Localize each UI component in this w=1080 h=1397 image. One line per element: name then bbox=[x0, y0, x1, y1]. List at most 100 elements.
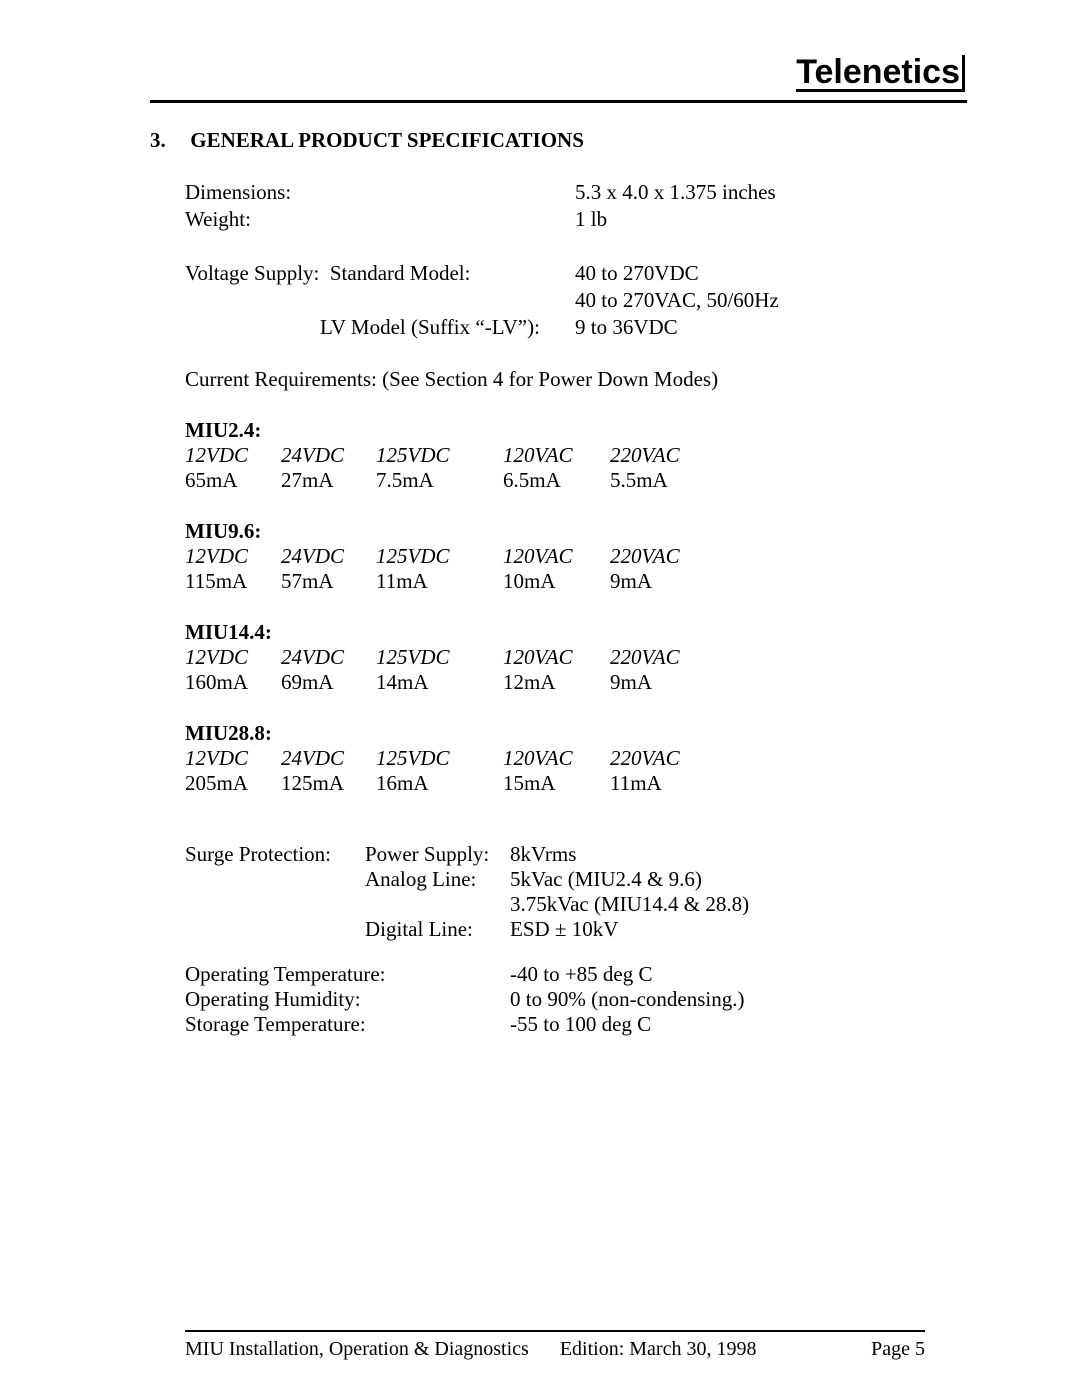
current-table-header-cell: 120VAC bbox=[503, 746, 610, 771]
current-table-value-row: 160mA69mA14mA12mA9mA bbox=[185, 670, 967, 695]
current-table-value-row: 65mA27mA7.5mA6.5mA5.5mA bbox=[185, 468, 967, 493]
current-table-header-cell: 125VDC bbox=[376, 443, 503, 468]
current-table-header-row: 12VDC24VDC125VDC120VAC220VAC bbox=[185, 544, 967, 569]
current-table-header-cell: 12VDC bbox=[185, 645, 281, 670]
surge-row-label: Analog Line: bbox=[365, 867, 510, 892]
current-table-header-cell: 24VDC bbox=[281, 443, 376, 468]
current-table-value-cell: 65mA bbox=[185, 468, 281, 493]
environment-value: -55 to 100 deg C bbox=[510, 1012, 967, 1037]
current-table-value-row: 115mA57mA11mA10mA9mA bbox=[185, 569, 967, 594]
footer-edition: Edition: March 30, 1998 bbox=[560, 1338, 757, 1361]
dimensions-value: 5.3 x 4.0 x 1.375 inches bbox=[575, 179, 967, 206]
current-table-header-row: 12VDC24VDC125VDC120VAC220VAC bbox=[185, 443, 967, 468]
environment-row: Storage Temperature:-55 to 100 deg C bbox=[185, 1012, 967, 1037]
current-table-value-cell: 205mA bbox=[185, 771, 281, 796]
current-table-value-cell: 6.5mA bbox=[503, 468, 610, 493]
surge-row-value: ESD ± 10kV bbox=[510, 917, 749, 942]
brand-logo: Telenetics bbox=[796, 55, 965, 92]
voltage-lv-value: 9 to 36VDC bbox=[575, 314, 967, 341]
surge-protection-row: Surge Protection: Power Supply:8kVrmsAna… bbox=[185, 842, 967, 942]
voltage-std-value-1: 40 to 270VDC bbox=[575, 260, 967, 287]
current-table-title: MIU2.4: bbox=[185, 418, 967, 443]
current-table-value-cell: 5.5mA bbox=[610, 468, 710, 493]
current-table-header-cell: 24VDC bbox=[281, 544, 376, 569]
current-table-header-cell: 12VDC bbox=[185, 544, 281, 569]
spec-voltage-std: Voltage Supply: Standard Model: 40 to 27… bbox=[185, 260, 967, 287]
section-number: 3. bbox=[150, 128, 185, 153]
surge-row: 3.75kVac (MIU14.4 & 28.8) bbox=[365, 892, 749, 917]
surge-row-value: 3.75kVac (MIU14.4 & 28.8) bbox=[510, 892, 749, 917]
surge-protection-label: Surge Protection: bbox=[185, 842, 365, 942]
environment-label: Operating Temperature: bbox=[185, 962, 510, 987]
environment-value: 0 to 90% (non-condensing.) bbox=[510, 987, 967, 1012]
current-table-value-cell: 11mA bbox=[376, 569, 503, 594]
current-table-value-cell: 11mA bbox=[610, 771, 710, 796]
surge-row: Power Supply:8kVrms bbox=[365, 842, 749, 867]
spec-weight: Weight: 1 lb bbox=[185, 206, 967, 233]
current-table-header-cell: 120VAC bbox=[503, 443, 610, 468]
current-table: MIU9.6:12VDC24VDC125VDC120VAC220VAC115mA… bbox=[185, 493, 967, 594]
footer-divider bbox=[185, 1330, 925, 1332]
header-divider bbox=[150, 100, 967, 103]
current-table-header-cell: 120VAC bbox=[503, 544, 610, 569]
current-table-title: MIU28.8: bbox=[185, 721, 967, 746]
current-table-header-cell: 220VAC bbox=[610, 645, 710, 670]
current-table-value-cell: 16mA bbox=[376, 771, 503, 796]
current-table-header-row: 12VDC24VDC125VDC120VAC220VAC bbox=[185, 645, 967, 670]
weight-value: 1 lb bbox=[575, 206, 967, 233]
current-table-value-row: 205mA125mA16mA15mA11mA bbox=[185, 771, 967, 796]
voltage-supply-label: Voltage Supply: bbox=[185, 261, 319, 285]
current-table-value-cell: 57mA bbox=[281, 569, 376, 594]
content-region: 3. GENERAL PRODUCT SPECIFICATIONS Dimens… bbox=[150, 128, 967, 1037]
surge-row: Digital Line:ESD ± 10kV bbox=[365, 917, 749, 942]
surge-row-label bbox=[365, 892, 510, 917]
footer-page-number: Page 5 bbox=[871, 1338, 925, 1361]
current-table-title: MIU14.4: bbox=[185, 620, 967, 645]
current-table-header-cell: 125VDC bbox=[376, 746, 503, 771]
current-table-value-cell: 125mA bbox=[281, 771, 376, 796]
current-table: MIU28.8:12VDC24VDC125VDC120VAC220VAC205m… bbox=[185, 695, 967, 796]
current-requirements-line: Current Requirements: (See Section 4 for… bbox=[185, 367, 967, 392]
current-table-value-cell: 69mA bbox=[281, 670, 376, 695]
current-table-value-cell: 9mA bbox=[610, 670, 710, 695]
environment-label: Storage Temperature: bbox=[185, 1012, 510, 1037]
environment-label: Operating Humidity: bbox=[185, 987, 510, 1012]
surge-row-value: 8kVrms bbox=[510, 842, 749, 867]
dimensions-label: Dimensions: bbox=[185, 179, 575, 206]
surge-row-label: Power Supply: bbox=[365, 842, 510, 867]
current-table-header-cell: 125VDC bbox=[376, 544, 503, 569]
current-table-header-cell: 12VDC bbox=[185, 746, 281, 771]
surge-row-value: 5kVac (MIU2.4 & 9.6) bbox=[510, 867, 749, 892]
current-table-header-row: 12VDC24VDC125VDC120VAC220VAC bbox=[185, 746, 967, 771]
spec-dimensions: Dimensions: 5.3 x 4.0 x 1.375 inches bbox=[185, 179, 967, 206]
section-title: GENERAL PRODUCT SPECIFICATIONS bbox=[190, 128, 584, 153]
weight-label: Weight: bbox=[185, 206, 575, 233]
current-table-value-cell: 14mA bbox=[376, 670, 503, 695]
current-table-header-cell: 12VDC bbox=[185, 443, 281, 468]
spec-voltage-lv: LV Model (Suffix “-LV”): 9 to 36VDC bbox=[185, 314, 967, 341]
surge-row-label: Digital Line: bbox=[365, 917, 510, 942]
voltage-std-label: Standard Model: bbox=[330, 261, 471, 285]
surge-row: Analog Line:5kVac (MIU2.4 & 9.6) bbox=[365, 867, 749, 892]
current-table-header-cell: 220VAC bbox=[610, 443, 710, 468]
current-table: MIU14.4:12VDC24VDC125VDC120VAC220VAC160m… bbox=[185, 594, 967, 695]
current-table-header-cell: 24VDC bbox=[281, 645, 376, 670]
voltage-lv-label: LV Model (Suffix “-LV”): bbox=[320, 315, 540, 339]
current-table-value-cell: 10mA bbox=[503, 569, 610, 594]
footer-doc-title: MIU Installation, Operation & Diagnostic… bbox=[185, 1338, 529, 1360]
current-table-header-cell: 120VAC bbox=[503, 645, 610, 670]
current-table-value-cell: 9mA bbox=[610, 569, 710, 594]
current-table-value-cell: 12mA bbox=[503, 670, 610, 695]
current-table: MIU2.4:12VDC24VDC125VDC120VAC220VAC65mA2… bbox=[185, 392, 967, 493]
current-table-header-cell: 220VAC bbox=[610, 746, 710, 771]
current-table-header-cell: 125VDC bbox=[376, 645, 503, 670]
environment-value: -40 to +85 deg C bbox=[510, 962, 967, 987]
current-table-header-cell: 220VAC bbox=[610, 544, 710, 569]
current-table-value-cell: 115mA bbox=[185, 569, 281, 594]
page-footer: MIU Installation, Operation & Diagnostic… bbox=[185, 1338, 925, 1361]
current-table-value-cell: 160mA bbox=[185, 670, 281, 695]
current-table-value-cell: 15mA bbox=[503, 771, 610, 796]
current-table-value-cell: 27mA bbox=[281, 468, 376, 493]
environment-row: Operating Humidity:0 to 90% (non-condens… bbox=[185, 987, 967, 1012]
current-table-value-cell: 7.5mA bbox=[376, 468, 503, 493]
